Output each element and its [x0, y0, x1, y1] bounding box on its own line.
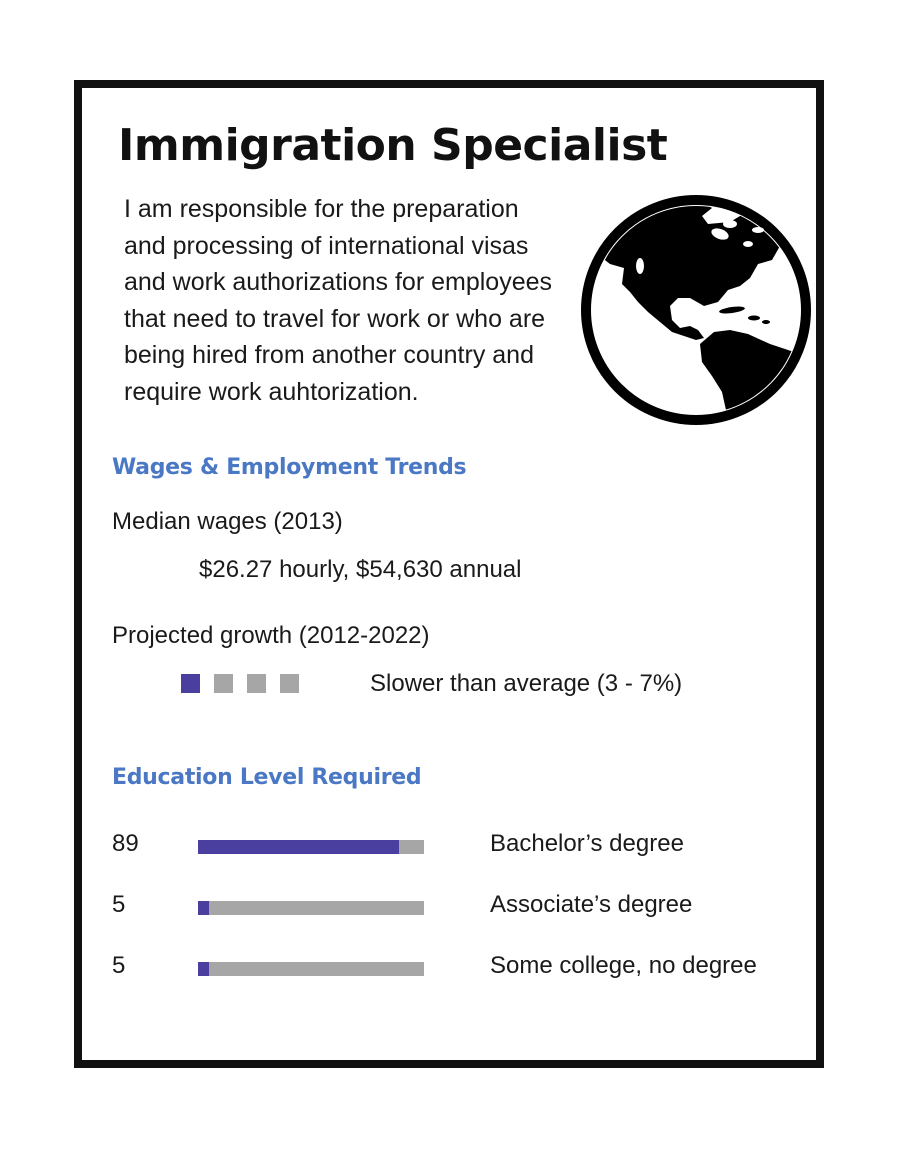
career-card: Immigration Specialist I am responsible … [74, 80, 824, 1068]
education-percent: 5 [112, 952, 126, 979]
education-bar-fill [198, 840, 400, 854]
education-percent: 5 [112, 891, 126, 918]
globe-icon [581, 195, 811, 425]
education-row: 89 Bachelor’s degree [82, 830, 812, 864]
education-level-label: Some college, no degree [490, 952, 757, 979]
description-line: and work authorizations for employees [124, 268, 553, 297]
education-bar-fill [198, 901, 210, 915]
education-bar-fill [198, 962, 210, 976]
growth-rating-square [280, 674, 299, 693]
page-title: Immigration Specialist [118, 120, 668, 171]
growth-rating-square [214, 674, 233, 693]
education-row: 5 Some college, no degree [82, 952, 812, 986]
median-wages-label: Median wages (2013) [112, 508, 343, 535]
education-level-label: Bachelor’s degree [490, 830, 684, 857]
education-bar-track [198, 840, 424, 854]
description-line: being hired from another country and [124, 341, 534, 370]
description-line: I am responsible for the preparation [124, 195, 519, 223]
projected-growth-label: Projected growth (2012-2022) [112, 622, 430, 649]
median-wages-value: $26.27 hourly, $54,630 annual [199, 556, 522, 583]
description-line: and processing of international visas [124, 231, 529, 260]
growth-rate-text: Slower than average (3 - 7%) [370, 670, 683, 697]
description-line: that need to travel for work or who are [124, 304, 546, 333]
education-row: 5 Associate’s degree [82, 891, 812, 925]
education-bar-track [198, 962, 424, 976]
growth-rating-square [247, 674, 266, 693]
job-description: I am responsible for the preparation and… [124, 191, 594, 411]
growth-rating-square [181, 674, 200, 693]
description-line: require work auhtorization. [124, 377, 419, 406]
education-level-label: Associate’s degree [490, 891, 693, 918]
education-percent: 89 [112, 830, 139, 857]
education-section-title: Education Level Required [112, 765, 422, 790]
education-bar-track [198, 901, 424, 915]
wages-section-title: Wages & Employment Trends [112, 455, 467, 480]
